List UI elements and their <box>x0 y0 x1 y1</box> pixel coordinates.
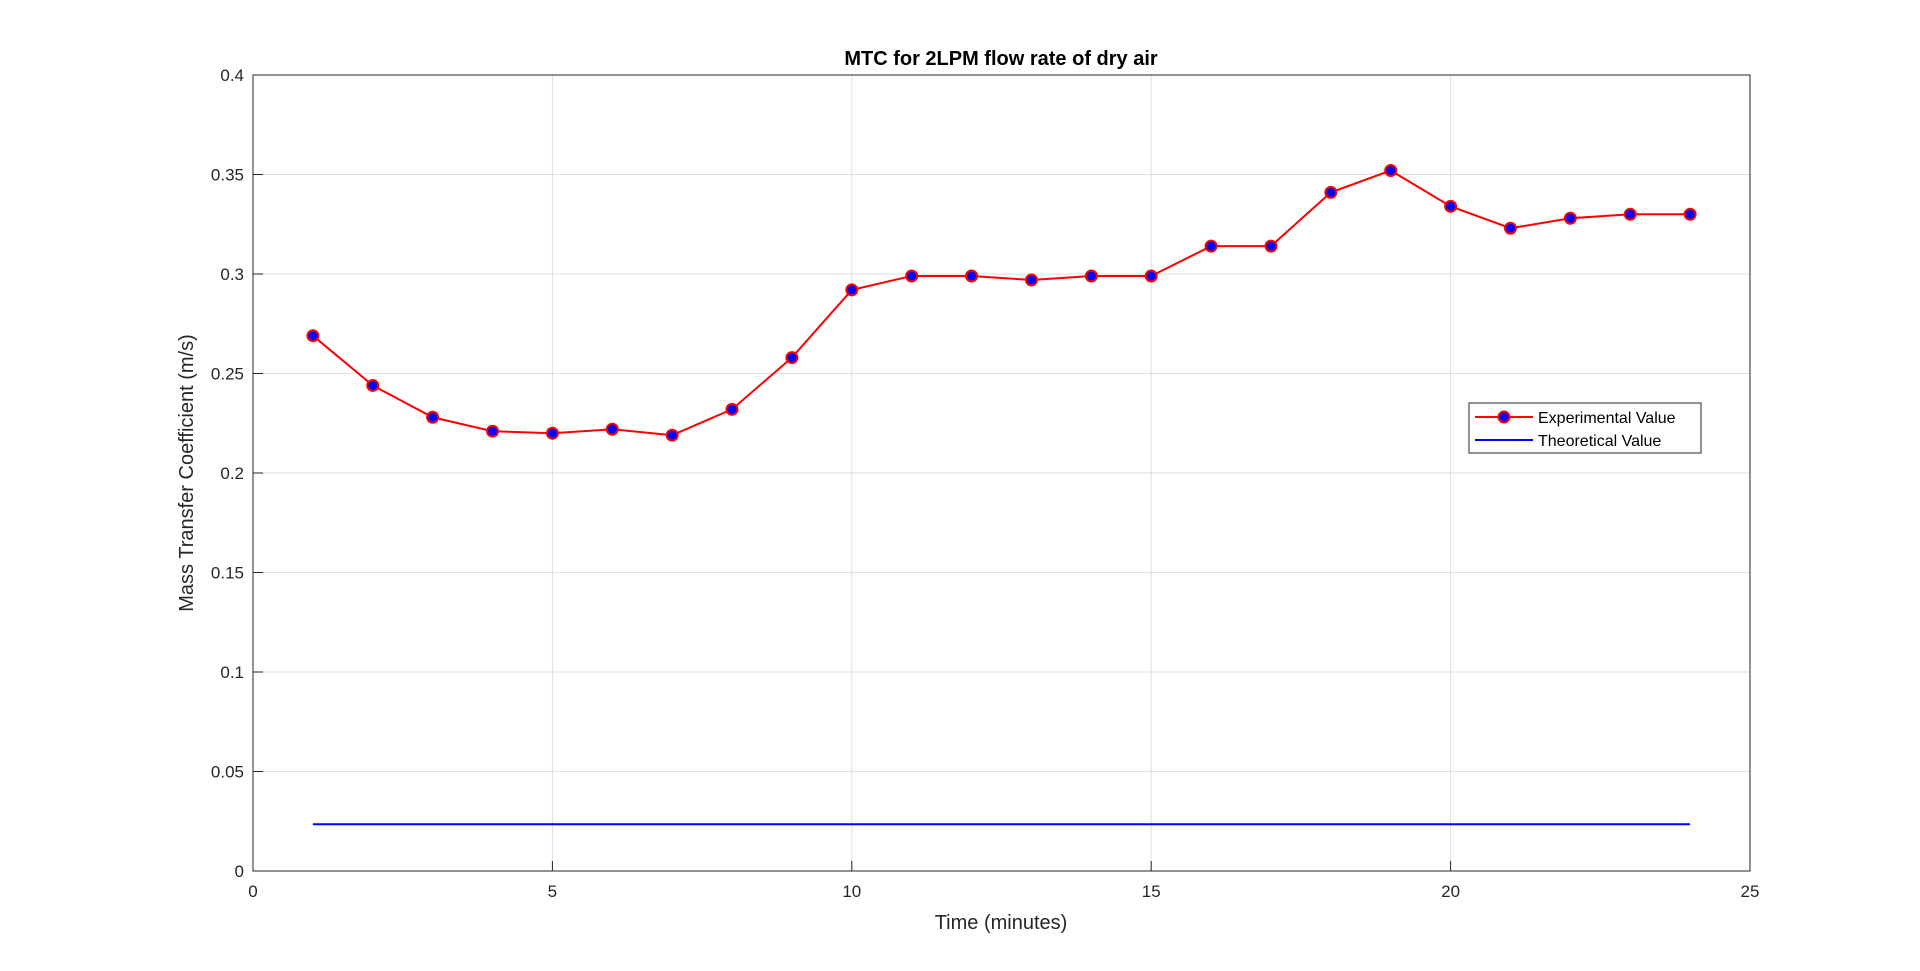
x-tick-label: 10 <box>842 882 861 901</box>
data-point <box>665 428 679 442</box>
data-point <box>725 402 739 416</box>
data-point <box>1683 207 1697 221</box>
y-tick-label: 0.35 <box>211 166 244 185</box>
series-layer <box>306 164 1697 826</box>
y-tick-label: 0.25 <box>211 365 244 384</box>
legend-marker-experimental <box>1497 410 1511 424</box>
y-tick-label: 0.15 <box>211 564 244 583</box>
y-axis-label: Mass Transfer Coefficient (m/s) <box>176 334 198 611</box>
legend-label-experimental: Experimental Value <box>1538 410 1676 427</box>
y-tick-label: 0 <box>235 862 244 881</box>
x-tick-label: 5 <box>548 882 557 901</box>
data-point <box>905 269 919 283</box>
data-point <box>605 422 619 436</box>
tick-marks <box>252 74 1751 872</box>
series-line-0 <box>312 169 1691 437</box>
legend-box <box>1468 402 1702 454</box>
x-tick-label: 15 <box>1142 882 1161 901</box>
data-point <box>545 426 559 440</box>
data-point <box>426 410 440 424</box>
data-point <box>845 283 859 297</box>
x-tick-label: 0 <box>248 882 257 901</box>
data-point <box>1384 164 1398 178</box>
data-point <box>1563 211 1577 225</box>
data-point <box>1024 273 1038 287</box>
data-point <box>486 424 500 438</box>
x-tick-label: 20 <box>1441 882 1460 901</box>
data-point <box>1324 185 1338 199</box>
data-point <box>1264 239 1278 253</box>
data-point <box>1084 269 1098 283</box>
data-point <box>785 351 799 365</box>
data-point <box>306 329 320 343</box>
y-tick-label: 0.4 <box>220 66 244 85</box>
x-axis-label: Time (minutes) <box>935 912 1068 934</box>
y-tick-label: 0.05 <box>211 763 244 782</box>
y-tick-label: 0.1 <box>220 663 244 682</box>
y-tick-label: 0.3 <box>220 265 244 284</box>
x-tick-label: 25 <box>1741 882 1760 901</box>
data-point <box>1444 199 1458 213</box>
data-point <box>1623 207 1637 221</box>
chart-title: MTC for 2LPM flow rate of dry air <box>844 48 1158 70</box>
data-point <box>366 378 380 392</box>
data-point <box>965 269 979 283</box>
data-point <box>1204 239 1218 253</box>
tick-labels: 0 5 10 15 20 25 0 0.05 0.1 0.15 0.2 0.25 0.3 0.35 0.4 <box>211 66 1760 901</box>
data-point <box>1144 269 1158 283</box>
y-tick-label: 0.2 <box>220 464 244 483</box>
legend-label-theoretical: Theoretical Value <box>1538 433 1661 450</box>
data-point <box>1503 221 1517 235</box>
legend: Experimental Value Theoretical Value <box>1468 402 1702 454</box>
